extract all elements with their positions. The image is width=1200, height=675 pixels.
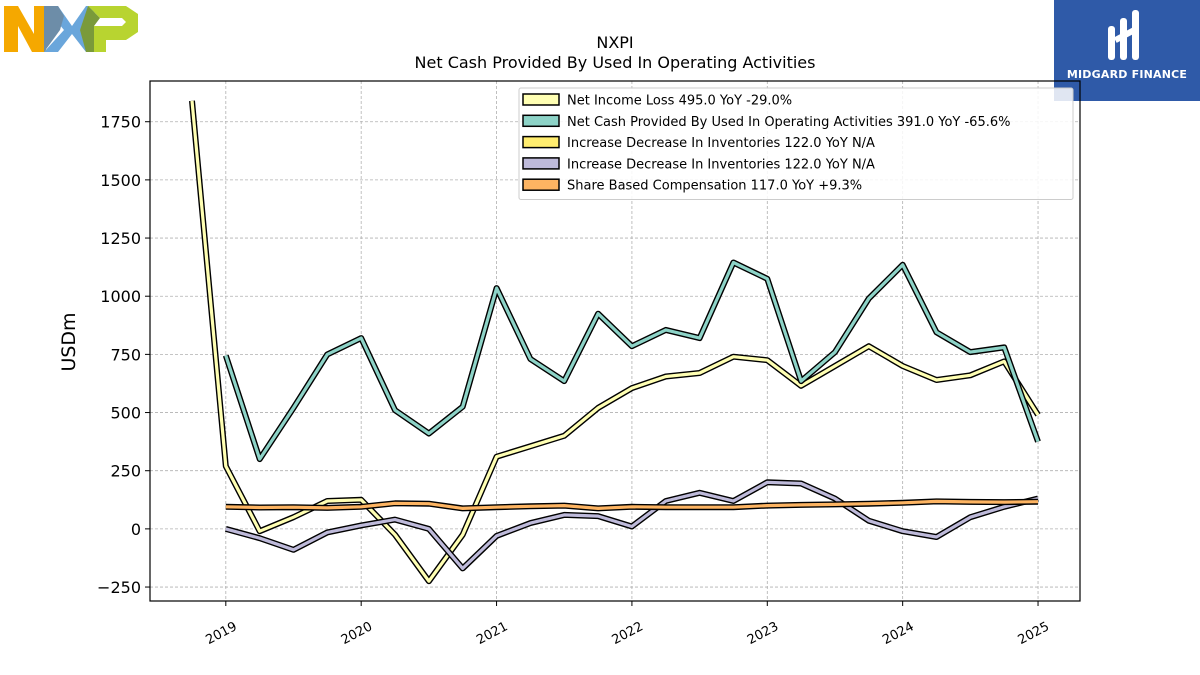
series-line-fill: [224, 260, 1040, 461]
midgard-logo-icon: [1108, 10, 1139, 60]
x-tick-label: 2021: [474, 619, 510, 648]
midgard-finance-brand: MIDGARD FINANCE: [1054, 0, 1200, 101]
y-tick-label: 1000: [100, 287, 141, 306]
x-tick-label: 2019: [203, 619, 239, 648]
y-tick-label: 500: [110, 404, 141, 423]
y-tick-label: −250: [97, 578, 141, 597]
x-tick-label: 2023: [745, 619, 781, 648]
x-tick-label: 2022: [610, 619, 646, 648]
legend-label: Share Based Compensation 117.0 YoY +9.3%: [567, 179, 862, 194]
brand-name: MIDGARD FINANCE: [1066, 68, 1188, 81]
y-tick-label: 1500: [100, 171, 141, 190]
plot-frame: [149, 80, 1081, 602]
series-line: [225, 479, 1039, 572]
legend-swatch: [522, 93, 560, 106]
legend-swatch: [522, 135, 560, 149]
legend-swatch: [522, 114, 560, 128]
nxp-logo: [4, 6, 138, 52]
y-tick-label: 0: [131, 520, 141, 539]
y-tick-label: 1250: [100, 229, 141, 248]
legend-label: Increase Decrease In Inventories 122.0 Y…: [567, 136, 875, 151]
y-tick-label: 1750: [100, 113, 141, 132]
y-axis-label: USDm: [58, 312, 80, 371]
series-line-fill: [225, 499, 1039, 510]
legend-swatch: [522, 157, 560, 170]
chart-title: NXPI: [596, 33, 633, 52]
legend-box: [518, 87, 1074, 200]
series-line: [189, 100, 1041, 585]
x-tick-label: 2025: [1016, 619, 1052, 648]
legend-label: Increase Decrease In Inventories 122.0 Y…: [567, 157, 875, 172]
series-line-fill: [190, 100, 1040, 583]
legend-label: Net Cash Provided By Used In Operating A…: [567, 115, 1010, 130]
legend-swatch: [522, 178, 560, 191]
series-line-fill: [225, 480, 1039, 571]
y-tick-label: 250: [110, 462, 141, 481]
chart-subtitle: Net Cash Provided By Used In Operating A…: [415, 53, 816, 72]
y-tick-label: 750: [110, 345, 141, 364]
series-line: [225, 498, 1039, 512]
x-tick-label: 2020: [339, 619, 375, 648]
x-tick-label: 2024: [880, 619, 916, 648]
series-line: [222, 259, 1041, 463]
legend-label: Net Income Loss 495.0 YoY -29.0%: [567, 94, 792, 109]
